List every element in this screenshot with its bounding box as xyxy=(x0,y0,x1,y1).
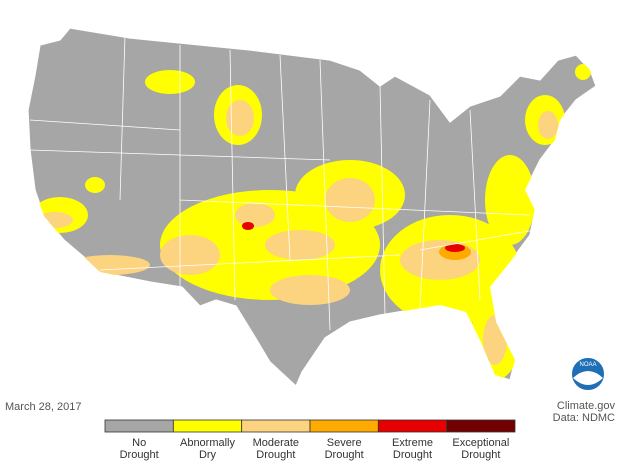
drought-area xyxy=(242,222,254,230)
drought-area xyxy=(235,203,275,227)
legend-label: Drought xyxy=(393,449,432,461)
legend-swatch xyxy=(241,419,311,433)
legend-label: Moderate xyxy=(253,437,299,449)
drought-area xyxy=(325,178,375,222)
drought-area xyxy=(485,155,535,245)
noaa-logo: NOAA xyxy=(570,356,606,392)
drought-area xyxy=(160,235,220,275)
drought-area xyxy=(85,177,105,193)
legend-swatch xyxy=(172,419,243,433)
legend-label: Drought xyxy=(325,449,364,461)
legend-label: Drought xyxy=(461,449,500,461)
legend-swatch xyxy=(104,419,174,433)
drought-area xyxy=(145,70,195,94)
drought-area xyxy=(37,212,73,228)
legend-label: Dry xyxy=(199,449,217,461)
drought-area xyxy=(226,100,254,136)
legend-label: No xyxy=(132,437,146,449)
legend: NoDroughtAbnormallyDryModerateDroughtSev… xyxy=(104,419,516,461)
credit-source: Climate.gov xyxy=(557,400,616,412)
legend-label: Abnormally xyxy=(180,437,236,449)
legend-swatch xyxy=(309,419,379,433)
map xyxy=(27,27,597,387)
drought-area xyxy=(538,111,558,139)
legend-label: Extreme xyxy=(392,437,433,449)
state-borders xyxy=(29,34,536,331)
legend-label: Severe xyxy=(327,437,362,449)
legend-label: Exceptional xyxy=(452,437,509,449)
drought-area xyxy=(445,244,465,252)
date: March 28, 2017 xyxy=(5,401,81,413)
legend-label: Drought xyxy=(256,449,295,461)
drought-area xyxy=(400,240,480,280)
drought-area xyxy=(270,275,350,305)
drought-area xyxy=(70,255,150,275)
drought-area xyxy=(575,64,591,80)
drought-area xyxy=(483,315,507,365)
drought-area xyxy=(265,230,335,260)
legend-swatch xyxy=(377,419,448,433)
legend-label: Drought xyxy=(120,449,159,461)
logo-text: NOAA xyxy=(579,362,596,368)
legend-swatch xyxy=(446,419,516,433)
credit-data: Data: NDMC xyxy=(553,412,615,424)
